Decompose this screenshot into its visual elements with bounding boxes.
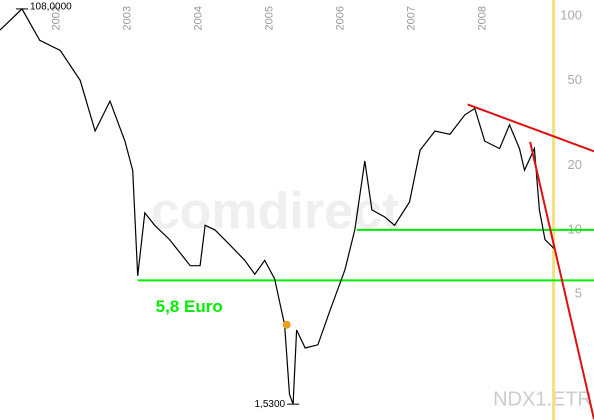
x-tick-label: 2008: [476, 6, 488, 30]
annotation-label: 108,0000: [30, 2, 72, 13]
x-tick-label: 2006: [335, 6, 347, 30]
price-line: [0, 7, 556, 405]
trend-line: [467, 103, 594, 153]
event-marker: [282, 320, 291, 329]
annotation-label: 1,5300: [255, 399, 286, 410]
y-tick-label: 50: [568, 72, 582, 87]
watermark: comdirect: [151, 183, 400, 241]
x-tick-label: 2002: [51, 6, 63, 30]
y-tick-label: 5: [575, 286, 582, 301]
x-tick-label: 2003: [122, 6, 134, 30]
x-tick-label: 2007: [405, 6, 417, 30]
y-tick-label: 100: [560, 8, 582, 23]
symbol: NDX1.ETR: [493, 388, 592, 410]
y-tick-label: 10: [568, 221, 582, 236]
x-tick-label: 2004: [193, 6, 205, 30]
x-tick-label: 2005: [264, 6, 276, 30]
support-label: 5,8 Euro: [156, 297, 223, 316]
y-tick-label: 20: [568, 157, 582, 172]
trend-line: [529, 141, 594, 420]
